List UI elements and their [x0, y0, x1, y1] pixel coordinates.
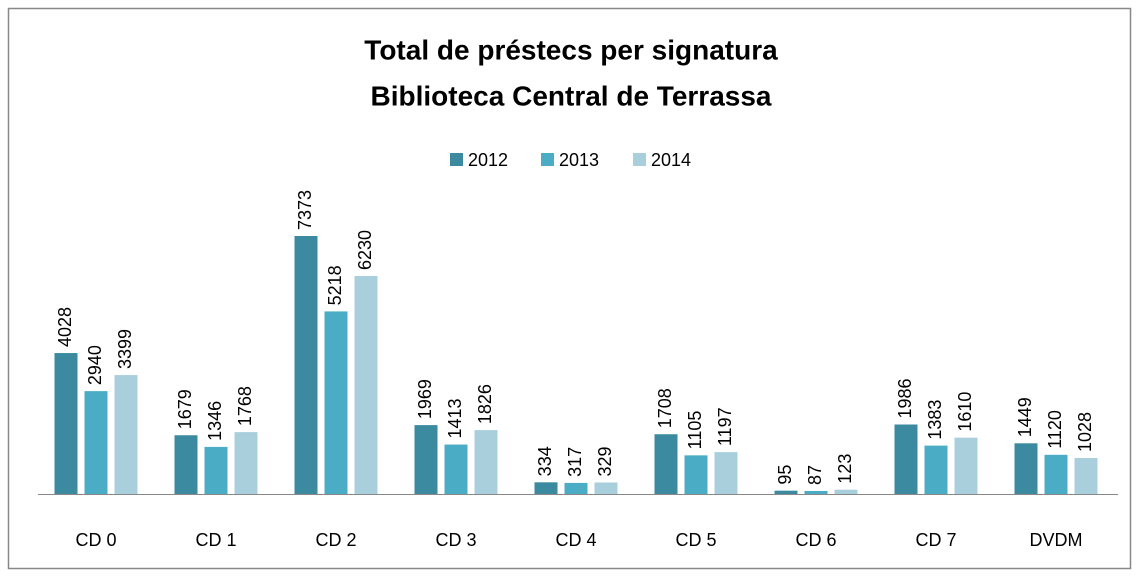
bar	[474, 430, 498, 494]
x-tick-label: CD 7	[915, 530, 956, 550]
bar	[684, 455, 708, 494]
data-label: 1346	[205, 401, 225, 441]
data-label: 1969	[415, 379, 435, 419]
bar	[414, 425, 438, 494]
bar	[924, 445, 948, 494]
chart-subtitle: Biblioteca Central de Terrassa	[371, 80, 772, 111]
bar	[774, 490, 798, 494]
bar	[714, 452, 738, 494]
data-label: 1028	[1075, 412, 1095, 452]
bar	[594, 482, 618, 494]
legend-label: 2013	[559, 150, 599, 170]
bar	[294, 236, 318, 494]
bar	[204, 446, 228, 494]
x-tick-label: CD 2	[315, 530, 356, 550]
legend-swatch	[633, 153, 646, 166]
bar	[654, 434, 678, 494]
data-label: 3399	[115, 329, 135, 369]
bar	[804, 490, 828, 494]
legend-label: 2014	[651, 150, 691, 170]
x-tick-label: DVDM	[1030, 530, 1083, 550]
data-label: 87	[805, 465, 825, 485]
bar	[1014, 443, 1038, 494]
data-label: 1197	[715, 407, 735, 446]
data-label: 1768	[235, 386, 255, 426]
data-label: 1413	[445, 399, 465, 439]
data-label: 2940	[85, 345, 105, 385]
legend-swatch	[450, 153, 463, 166]
bar	[234, 432, 258, 494]
data-label: 1826	[475, 384, 495, 424]
bar	[834, 489, 858, 494]
bar	[114, 375, 138, 494]
bar	[324, 311, 348, 494]
x-tick-label: CD 1	[195, 530, 236, 550]
legend-label: 2012	[468, 150, 508, 170]
data-label: 4028	[55, 307, 75, 347]
bar	[954, 437, 978, 494]
bar	[894, 424, 918, 494]
bar	[564, 482, 588, 494]
bar	[534, 482, 558, 494]
data-label: 1105	[685, 411, 705, 450]
bar	[174, 435, 198, 494]
x-tick-label: CD 3	[435, 530, 476, 550]
data-label: 1986	[895, 378, 915, 418]
x-tick-label: CD 6	[795, 530, 836, 550]
bar	[1074, 458, 1098, 494]
bar	[354, 275, 378, 494]
data-label: 1449	[1015, 397, 1035, 437]
data-label: 317	[565, 447, 585, 477]
bar	[444, 444, 468, 494]
data-label: 123	[835, 454, 855, 484]
data-label: 334	[535, 446, 555, 476]
data-label: 6230	[355, 230, 375, 270]
bar	[1044, 454, 1068, 494]
data-label: 1610	[955, 392, 975, 432]
x-tick-label: CD 0	[75, 530, 116, 550]
bar	[54, 353, 78, 494]
data-label: 329	[595, 446, 615, 476]
bar	[84, 391, 108, 494]
data-label: 1383	[925, 400, 945, 440]
x-tick-label: CD 4	[555, 530, 596, 550]
x-tick-label: CD 5	[675, 530, 716, 550]
chart-title: Total de préstecs per signatura	[364, 34, 778, 65]
data-label: 5218	[325, 265, 345, 305]
data-label: 95	[775, 465, 795, 485]
data-label: 1679	[175, 389, 195, 429]
data-label: 1708	[655, 388, 675, 428]
data-label: 7373	[295, 190, 315, 230]
data-label: 1120	[1045, 410, 1065, 449]
legend-swatch	[541, 153, 554, 166]
